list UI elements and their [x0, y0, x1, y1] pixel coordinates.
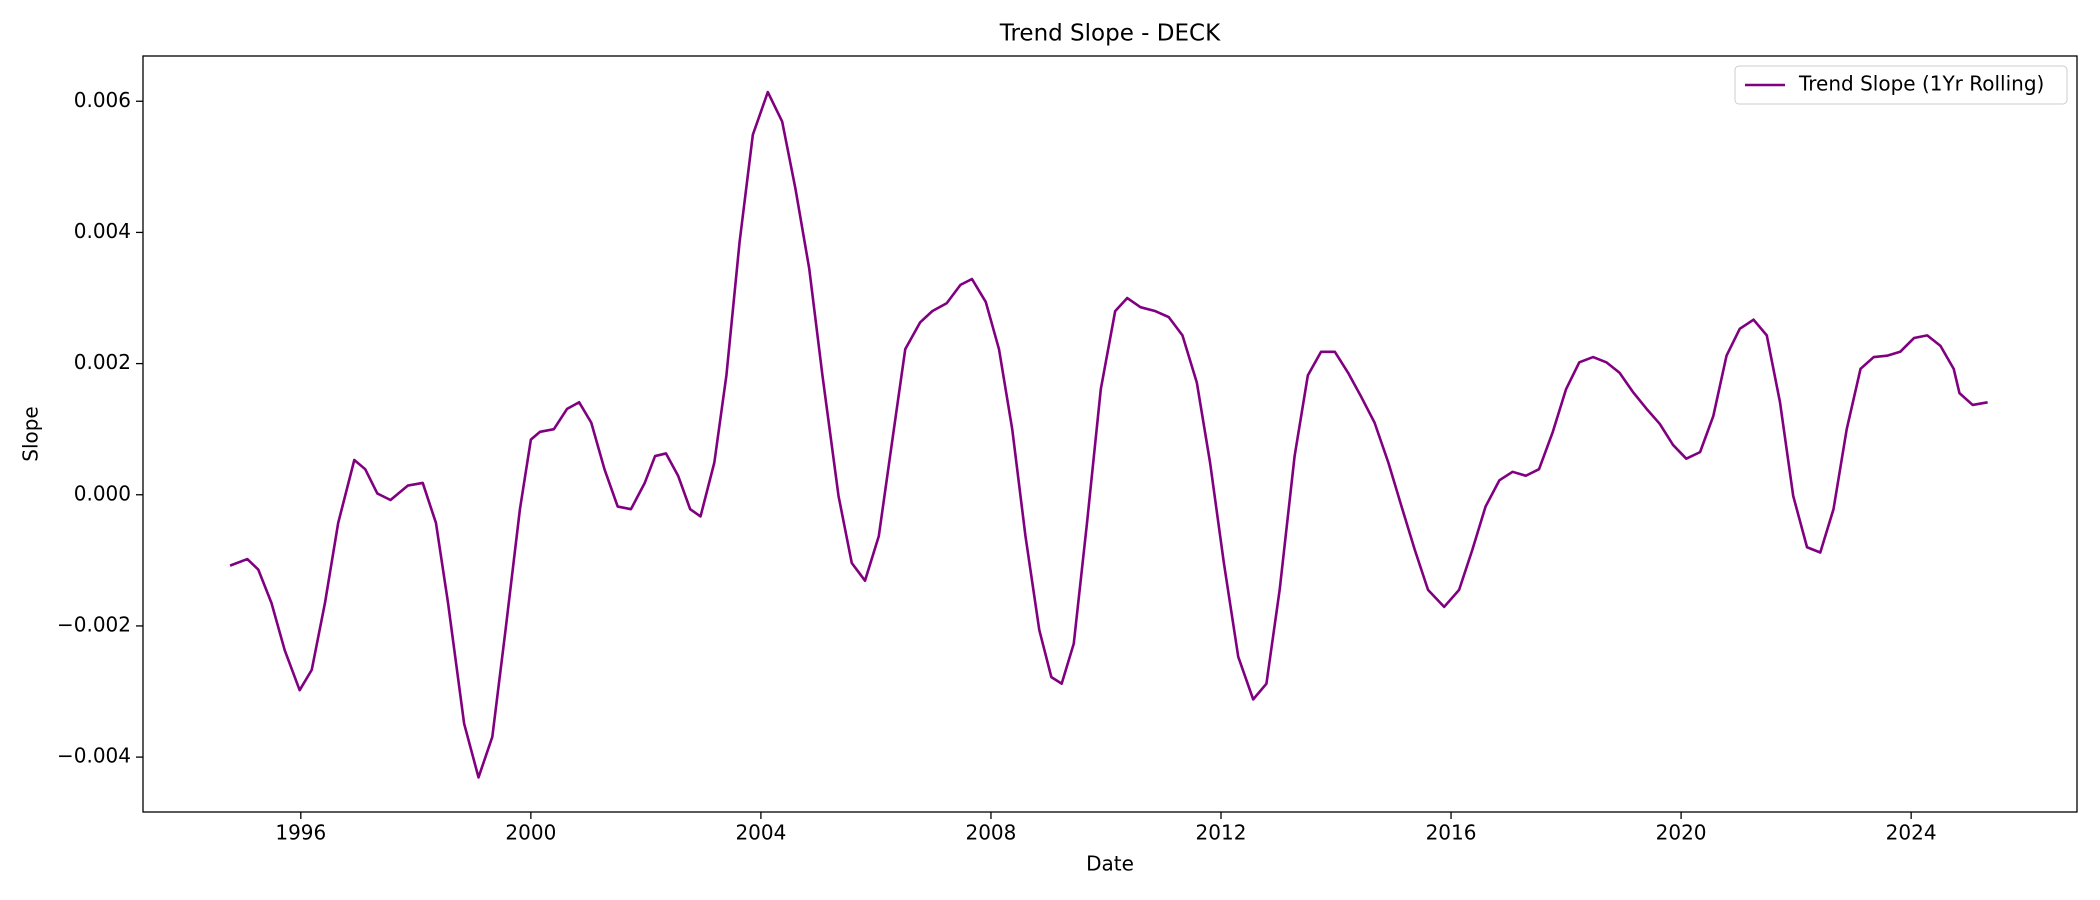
y-tick-label: −0.004	[57, 744, 131, 768]
x-axis-label: Date	[1086, 852, 1134, 876]
x-tick-label: 2000	[505, 821, 556, 845]
y-tick-label: 0.004	[74, 219, 131, 243]
plot-frame	[142, 55, 2078, 813]
y-tick-label: 0.006	[74, 88, 131, 112]
x-tick-label: 2016	[1426, 821, 1477, 845]
y-tick-label: 0.002	[74, 350, 131, 374]
x-tick-label: 2004	[735, 821, 786, 845]
y-tick-label: −0.002	[57, 612, 131, 636]
y-axis-label: Slope	[19, 406, 43, 462]
legend-box	[1734, 65, 2068, 105]
chart-title: Trend Slope - DECK	[999, 21, 1221, 47]
legend-label: Trend Slope (1Yr Rolling)	[1798, 72, 2044, 96]
series-line	[229, 90, 1988, 779]
x-tick-label: 1996	[275, 821, 326, 845]
x-tick-label: 2012	[1196, 821, 1247, 845]
y-tick-label: 0.000	[74, 481, 131, 505]
x-tick-label: 2024	[1886, 821, 1937, 845]
x-tick-label: 2008	[965, 821, 1016, 845]
x-tick-label: 2020	[1656, 821, 1707, 845]
